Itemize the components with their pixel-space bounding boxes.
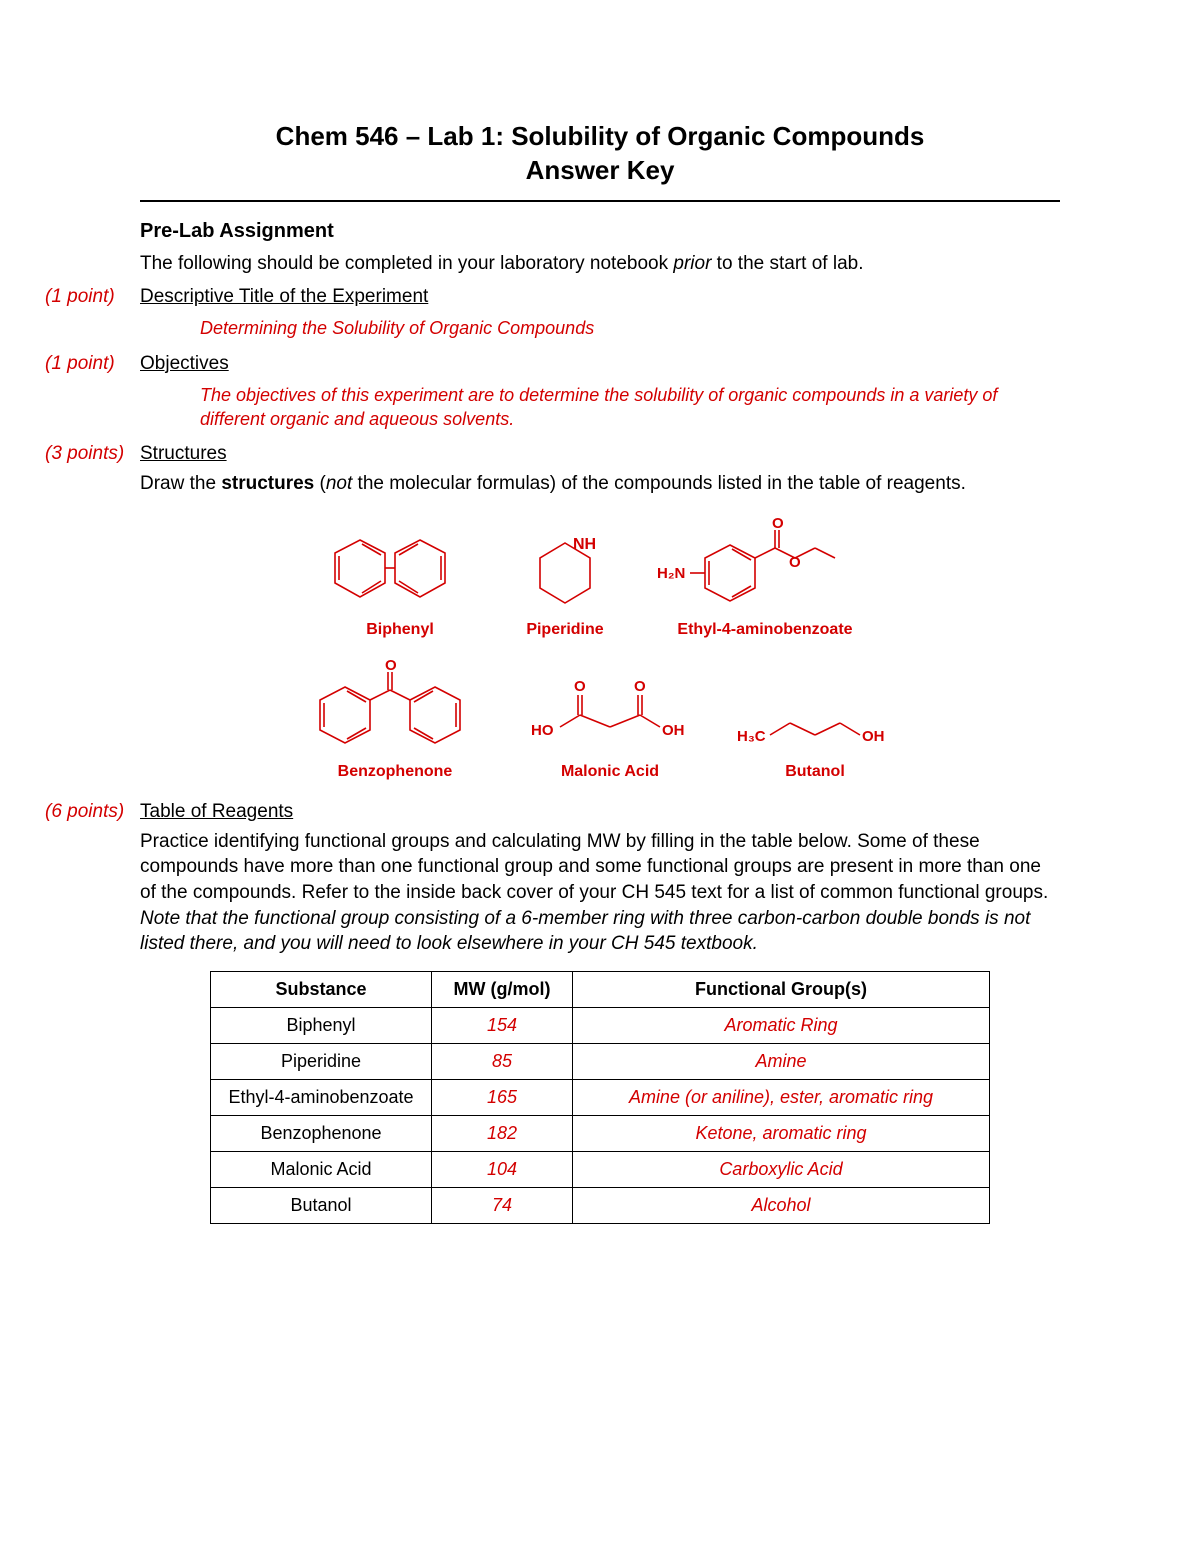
td-substance: Malonic Acid [211,1151,432,1187]
td-mw: 165 [432,1079,573,1115]
answer-objectives: The objectives of this experiment are to… [200,383,1060,432]
structures-instruction: Draw the structures (not the molecular f… [140,471,1060,497]
table-row: Biphenyl 154 Aromatic Ring [211,1007,990,1043]
malonic-svg: HO OH O O [525,667,695,757]
structures-grid: Biphenyl NH Piperidine [140,515,1060,781]
atom-oh: OH [862,728,885,745]
table-row: Malonic Acid 104 Carboxylic Acid [211,1151,990,1187]
intro-after: to the start of lab. [711,253,863,274]
structure-label: Piperidine [526,621,603,639]
txt: the molecular formulas) of the compounds… [352,473,966,494]
td-fg: Aromatic Ring [573,1007,990,1043]
td-mw: 154 [432,1007,573,1043]
intro-before: The following should be completed in you… [140,253,673,274]
txt-bold: structures [221,473,314,494]
title-line2: Answer Key [526,155,675,185]
td-mw: 74 [432,1187,573,1223]
td-substance: Biphenyl [211,1007,432,1043]
atom-nh: NH [573,536,596,553]
document-page: Chem 546 – Lab 1: Solubility of Organic … [0,0,1200,1304]
structures-row-2: O Benzophenone H [305,657,895,781]
points-badge: (1 point) [45,286,140,308]
structure-ethyl4aminobenzoate: H₂N O O Ethyl-4-aminobenzoate [655,515,875,639]
structure-label: Malonic Acid [561,763,659,781]
biphenyl-svg [325,525,475,615]
txt: ( [314,473,326,494]
table-row: Ethyl-4-aminobenzoate 165 Amine (or anil… [211,1079,990,1115]
td-substance: Butanol [211,1187,432,1223]
structure-butanol: H₃C OH Butanol [735,697,895,781]
table-row: Butanol 74 Alcohol [211,1187,990,1223]
structure-malonic-acid: HO OH O O Malonic Acid [525,667,695,781]
txt-italic: Note that the functional group consistin… [140,908,1030,955]
e4ab-svg: H₂N O O [655,515,875,615]
txt-italic: not [326,473,352,494]
td-substance: Ethyl-4-aminobenzoate [211,1079,432,1115]
points-badge: (1 point) [45,353,140,375]
atom-o2: O [789,554,801,571]
txt: Practice identifying functional groups a… [140,831,1048,903]
points-badge: (6 points) [45,801,140,823]
atom-o2: O [634,678,646,695]
section-objectives: (1 point) Objectives [45,353,1060,375]
butanol-svg: H₃C OH [735,697,895,757]
page-title: Chem 546 – Lab 1: Solubility of Organic … [140,120,1060,202]
points-badge: (3 points) [45,443,140,465]
title-line1: Chem 546 – Lab 1: Solubility of Organic … [276,121,925,151]
td-fg: Ketone, aromatic ring [573,1115,990,1151]
section-label: Descriptive Title of the Experiment [140,286,428,308]
td-fg: Amine [573,1043,990,1079]
section-descriptive-title: (1 point) Descriptive Title of the Exper… [45,286,1060,308]
reagents-instruction: Practice identifying functional groups a… [140,829,1060,957]
td-mw: 104 [432,1151,573,1187]
td-mw: 182 [432,1115,573,1151]
piperidine-svg: NH [515,525,615,615]
structure-label: Benzophenone [338,763,453,781]
intro-text: The following should be completed in you… [140,251,1060,277]
structure-label: Butanol [785,763,845,781]
th-mw: MW (g/mol) [432,971,573,1007]
reagents-table: Substance MW (g/mol) Functional Group(s)… [210,971,990,1224]
atom-o1: O [574,678,586,695]
table-body: Biphenyl 154 Aromatic Ring Piperidine 85… [211,1007,990,1223]
atom-o: O [772,515,784,532]
structure-piperidine: NH Piperidine [515,525,615,639]
td-mw: 85 [432,1043,573,1079]
section-label: Structures [140,443,227,465]
answer-descriptive-title: Determining the Solubility of Organic Co… [200,316,1060,340]
benzophenone-svg: O [305,657,485,757]
table-header-row: Substance MW (g/mol) Functional Group(s) [211,971,990,1007]
td-substance: Benzophenone [211,1115,432,1151]
section-structures: (3 points) Structures [45,443,1060,465]
structure-label: Ethyl-4-aminobenzoate [677,621,852,639]
td-fg: Amine (or aniline), ester, aromatic ring [573,1079,990,1115]
section-reagents: (6 points) Table of Reagents [45,801,1060,823]
atom-o: O [385,657,397,674]
td-substance: Piperidine [211,1043,432,1079]
atom-ch3: H₃C [737,728,766,745]
structures-row-1: Biphenyl NH Piperidine [325,515,875,639]
section-label: Objectives [140,353,229,375]
table-row: Benzophenone 182 Ketone, aromatic ring [211,1115,990,1151]
td-fg: Carboxylic Acid [573,1151,990,1187]
intro-italic: prior [673,253,711,274]
atom-nh2: H₂N [657,565,685,582]
th-substance: Substance [211,971,432,1007]
td-fg: Alcohol [573,1187,990,1223]
th-fg: Functional Group(s) [573,971,990,1007]
section-label: Table of Reagents [140,801,293,823]
structure-label: Biphenyl [366,621,434,639]
txt: Draw the [140,473,221,494]
atom-ho: HO [531,722,554,739]
atom-oh: OH [662,722,685,739]
prelab-heading: Pre-Lab Assignment [140,220,1060,243]
table-row: Piperidine 85 Amine [211,1043,990,1079]
structure-benzophenone: O Benzophenone [305,657,485,781]
structure-biphenyl: Biphenyl [325,525,475,639]
